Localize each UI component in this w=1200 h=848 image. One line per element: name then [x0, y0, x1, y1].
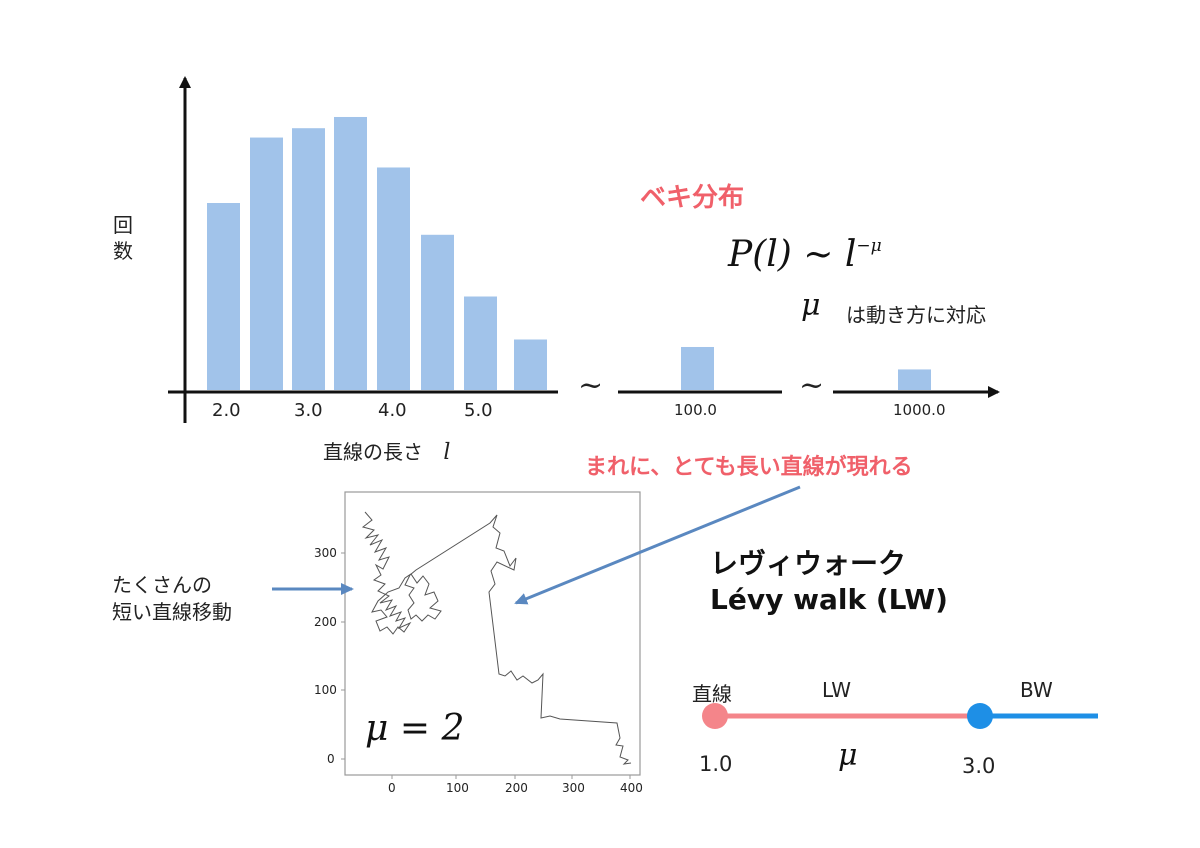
- histogram-bar: [464, 296, 497, 390]
- histogram-bar: [250, 137, 283, 390]
- formula-base: P(l) ~ l: [728, 234, 857, 275]
- mu-note: は動き方に対応: [846, 303, 986, 327]
- levy-walk-title-jp: レヴィウォーク: [710, 547, 907, 580]
- tick-label: 1000.0: [893, 401, 946, 419]
- scale-label-straight: 直線: [692, 682, 732, 706]
- traj-y-tick: 200: [314, 615, 337, 629]
- scale-value-left: 1.0: [699, 752, 733, 776]
- power-law-formula: P(l) ~ l−μ: [728, 234, 882, 275]
- traj-x-tick: 0: [388, 781, 396, 795]
- lw-start-dot: [702, 703, 728, 729]
- tick-label: 2.0: [212, 400, 241, 421]
- x-axis-label-text: 直線の長さ: [323, 440, 423, 464]
- histogram-bar: [377, 167, 410, 390]
- y-axis-label: 回 数: [113, 212, 133, 264]
- histogram-bar: [207, 203, 240, 390]
- traj-y-tick: 100: [314, 683, 337, 697]
- traj-y-tick: 0: [327, 752, 335, 766]
- histogram-bar: [421, 234, 454, 390]
- histogram-bar: [898, 369, 931, 390]
- scale-label-bw: BW: [1020, 678, 1053, 702]
- mu-equals-annotation: μ = 2: [365, 708, 465, 749]
- formula-exponent: −μ: [856, 236, 882, 256]
- levy-walk-title-en: Lévy walk (LW): [710, 583, 948, 616]
- axis-break-symbol: ~: [578, 368, 604, 403]
- tick-label: 100.0: [674, 401, 717, 419]
- scale-label-lw: LW: [822, 678, 852, 702]
- many-short-moves-label: たくさんの 短い直線移動: [112, 572, 232, 626]
- levy-walk-trajectory: [361, 511, 632, 765]
- traj-x-tick: 300: [562, 781, 585, 795]
- bw-start-dot: [967, 703, 993, 729]
- y-axis-label-char: 回: [113, 213, 133, 237]
- tick-label: 4.0: [378, 400, 407, 421]
- label-line: たくさんの: [112, 573, 212, 597]
- traj-x-tick: 100: [446, 781, 469, 795]
- scale-value-right: 3.0: [962, 754, 996, 778]
- x-axis-label: 直線の長さ l: [323, 436, 450, 465]
- axis-break-symbol: ~: [799, 368, 825, 403]
- rare-long-line-label: まれに、とても長い直線が現れる: [585, 455, 913, 480]
- power-law-title: ベキ分布: [640, 183, 745, 213]
- traj-x-tick: 200: [505, 781, 528, 795]
- levy-walk-title: レヴィウォーク Lévy walk (LW): [710, 546, 948, 618]
- traj-x-tick: 400: [620, 781, 643, 795]
- histogram-bar: [681, 346, 714, 390]
- tick-label: 5.0: [464, 400, 493, 421]
- traj-y-tick: 300: [314, 546, 337, 560]
- trajectory-frame: [344, 491, 641, 776]
- scale-axis-symbol: μ: [838, 738, 858, 773]
- histogram-bar: [514, 339, 547, 390]
- histogram-bar: [292, 128, 325, 390]
- trajectory-ticks: [341, 552, 631, 779]
- histogram-bars: [207, 116, 931, 390]
- label-line: 短い直線移動: [112, 600, 232, 624]
- tick-label: 3.0: [294, 400, 323, 421]
- y-axis-label-char: 数: [113, 239, 133, 263]
- arrow-long-line: [514, 485, 801, 605]
- mu-symbol: μ: [801, 288, 821, 323]
- x-axis-label-symbol: l: [443, 440, 451, 465]
- histogram-bar: [334, 116, 367, 390]
